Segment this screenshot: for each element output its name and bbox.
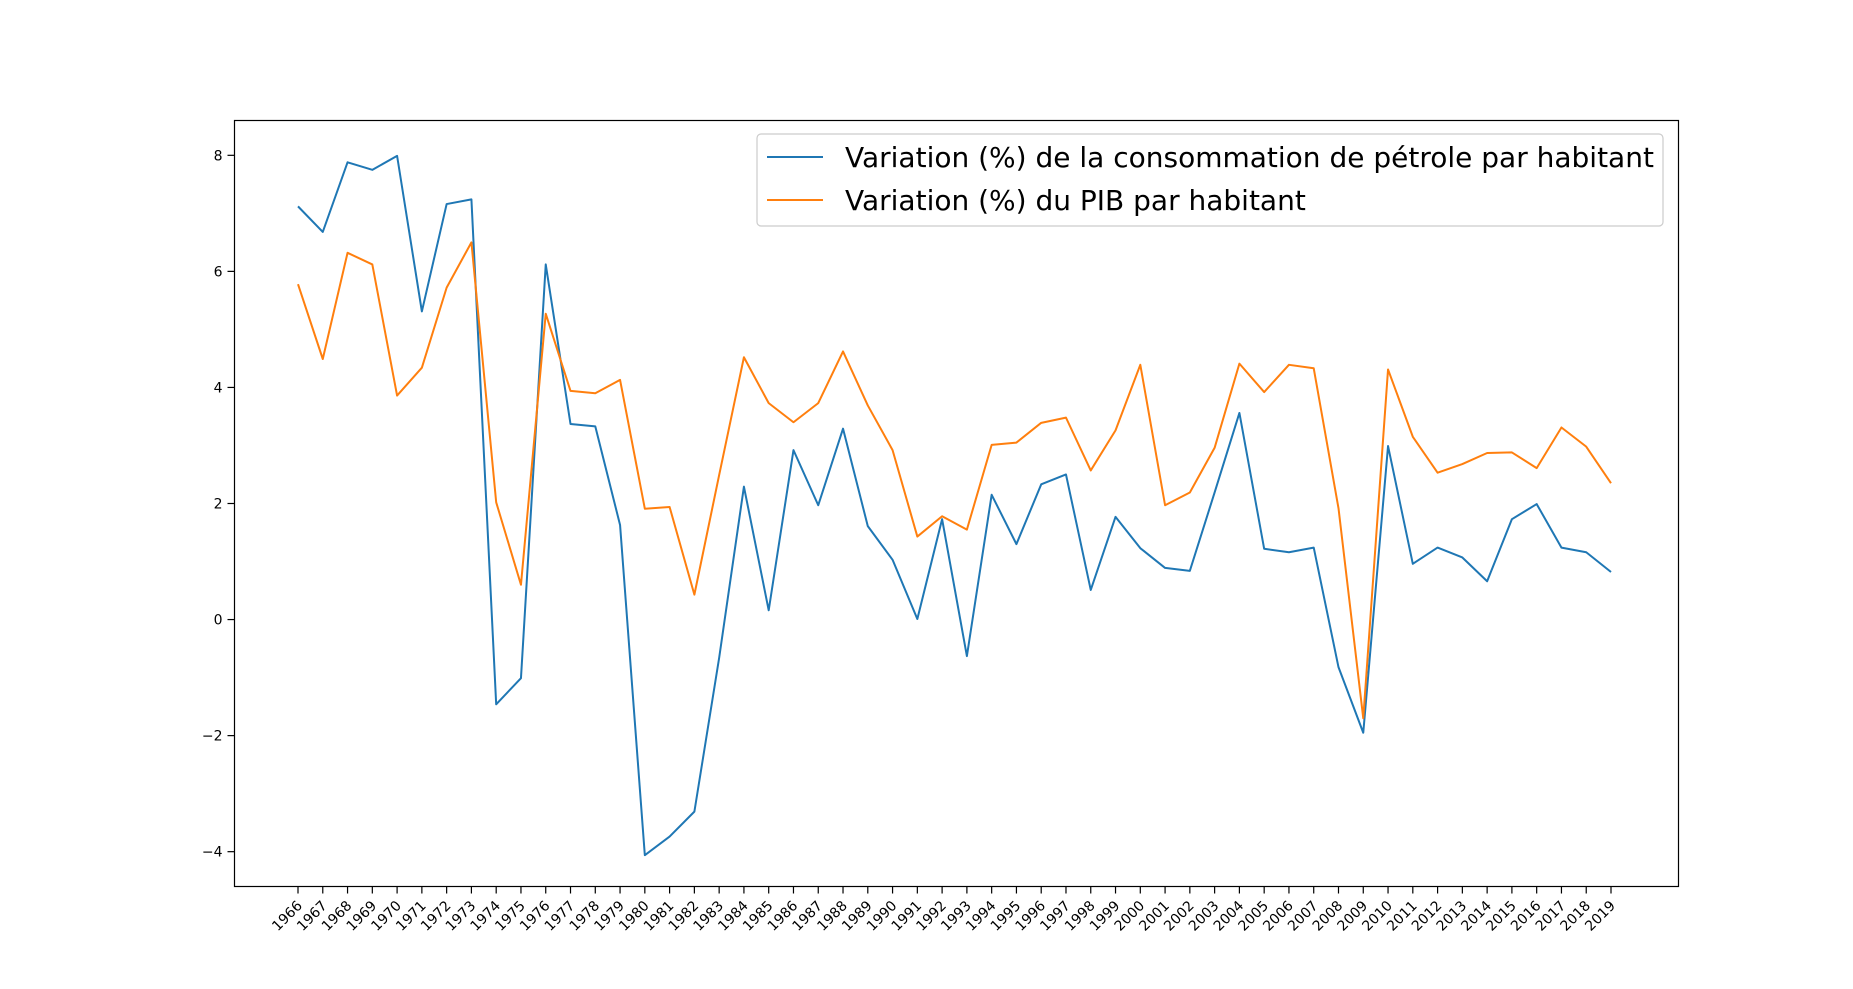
- plot-frame: [233, 119, 1680, 888]
- y-tick-label: 8: [214, 148, 223, 164]
- y-axis: −4 −2 0 2 4 6 8: [202, 148, 235, 861]
- y-tick-label: −2: [202, 729, 223, 745]
- legend-box: [756, 133, 1664, 227]
- series-line-gdp: [297, 241, 1612, 720]
- legend-label-gdp: Variation (%) du PIB par habitant: [845, 184, 1306, 217]
- y-tick-label: 4: [214, 380, 223, 396]
- series-line-oil-consumption: [297, 154, 1612, 857]
- legend: Variation (%) de la consommation de pétr…: [756, 133, 1664, 227]
- y-tick-label: 6: [214, 264, 223, 280]
- y-tick-label: 2: [214, 497, 223, 513]
- y-tick-label: −4: [202, 845, 223, 861]
- y-tick-label: 0: [214, 613, 223, 629]
- series-lines: [297, 154, 1612, 857]
- legend-label-oil: Variation (%) de la consommation de pétr…: [845, 141, 1654, 174]
- x-axis: 1966196719681969197019711972197319741975…: [269, 886, 1619, 935]
